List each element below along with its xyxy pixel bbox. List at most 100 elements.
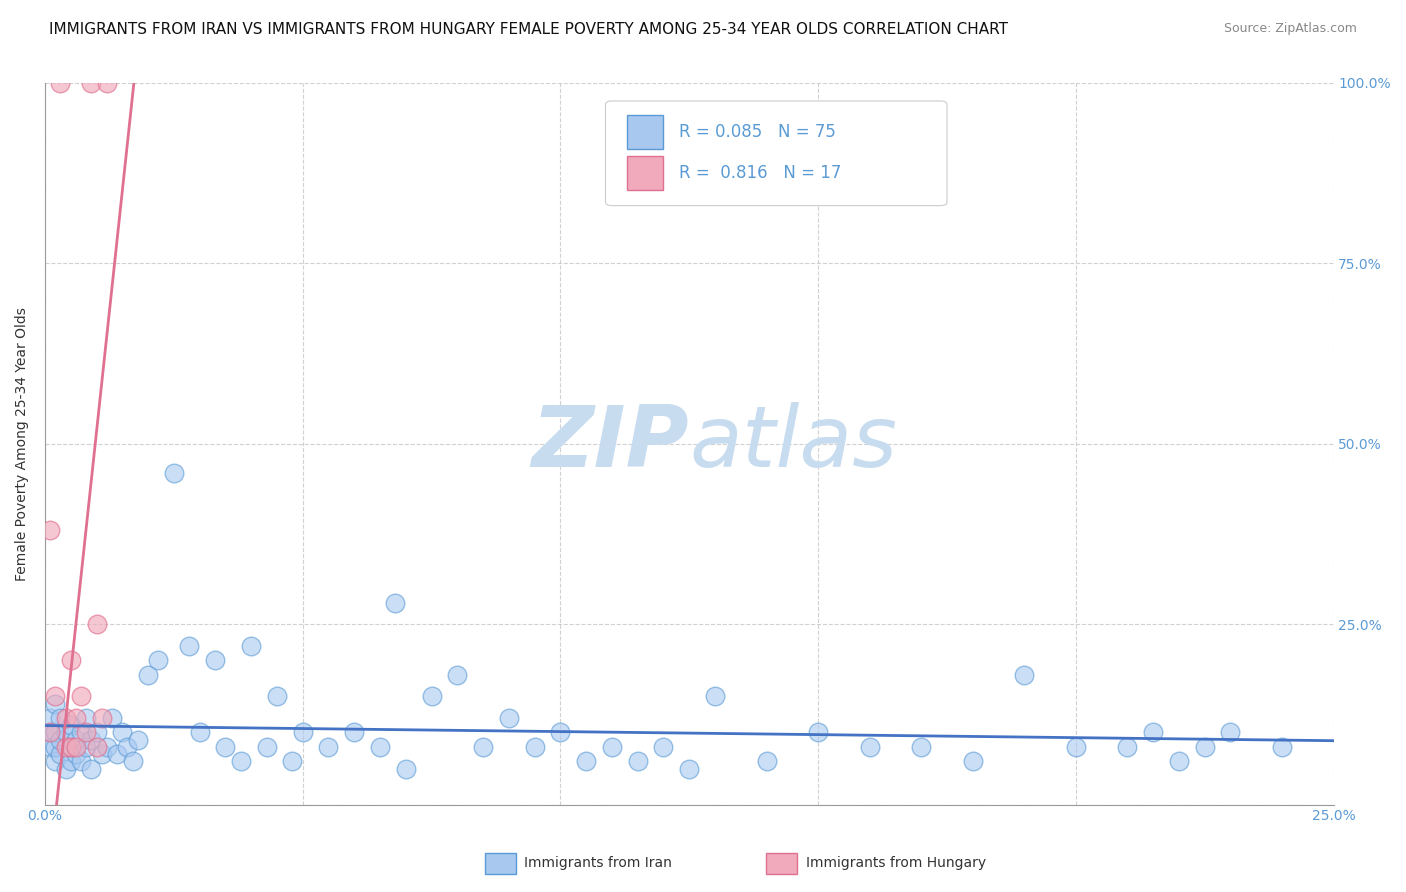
Point (55, 711, 77, 725)
Point (1064, 739, 1087, 754)
Point (55, 762, 77, 776)
FancyBboxPatch shape (627, 115, 664, 149)
Point (55, 725, 77, 739)
Point (49, 76, 72, 90)
Point (80, 762, 103, 776)
Point (111, 725, 134, 739)
Point (678, 762, 700, 776)
Point (59, 718, 82, 732)
Point (39, 725, 62, 739)
Point (80, 76, 103, 90)
Point (59, 739, 82, 754)
Point (575, 754, 598, 768)
Point (910, 739, 932, 754)
Point (44, 739, 66, 754)
Point (65, 732, 87, 747)
Point (204, 653, 226, 667)
Point (96, 739, 118, 754)
Point (550, 725, 572, 739)
Point (59, 653, 82, 667)
Point (44, 754, 66, 768)
Point (86, 725, 108, 739)
Point (807, 725, 830, 739)
Point (70, 754, 93, 768)
Point (80, 732, 103, 747)
Point (627, 754, 650, 768)
Point (70, 725, 93, 739)
Point (75, 725, 97, 739)
Point (49, 747, 72, 761)
Point (1142, 725, 1164, 739)
Point (859, 739, 882, 754)
Point (49, 711, 72, 725)
Point (291, 725, 314, 739)
Point (1116, 739, 1139, 754)
Y-axis label: Female Poverty Among 25-34 Year Olds: Female Poverty Among 25-34 Year Olds (15, 307, 30, 581)
FancyBboxPatch shape (627, 156, 664, 191)
Text: IMMIGRANTS FROM IRAN VS IMMIGRANTS FROM HUNGARY FEMALE POVERTY AMONG 25-34 YEAR : IMMIGRANTS FROM IRAN VS IMMIGRANTS FROM … (49, 22, 1008, 37)
Point (65, 747, 87, 761)
Point (1167, 754, 1189, 768)
Point (163, 466, 186, 480)
Point (105, 747, 128, 761)
Point (44, 690, 66, 704)
Point (188, 725, 211, 739)
Point (121, 754, 143, 768)
Point (229, 754, 252, 768)
Point (368, 739, 391, 754)
Point (1012, 667, 1035, 681)
Text: Immigrants from Iran: Immigrants from Iran (524, 856, 672, 871)
Point (49, 732, 72, 747)
Text: ZIP: ZIP (531, 402, 689, 485)
Point (1194, 739, 1216, 754)
Point (101, 711, 124, 725)
Point (39, 739, 62, 754)
Point (86, 739, 108, 754)
Point (90, 711, 112, 725)
Point (1271, 739, 1294, 754)
Point (136, 667, 159, 681)
Point (65, 711, 87, 725)
Point (652, 739, 675, 754)
Text: Source: ZipAtlas.com: Source: ZipAtlas.com (1223, 22, 1357, 36)
Point (384, 596, 406, 610)
Point (127, 732, 149, 747)
Point (75, 711, 97, 725)
Point (266, 690, 288, 704)
Point (70, 690, 93, 704)
Point (117, 739, 139, 754)
Point (44, 725, 66, 739)
Point (39, 711, 62, 725)
Text: atlas: atlas (689, 402, 897, 485)
Point (472, 739, 495, 754)
Point (96, 76, 118, 90)
Point (90, 747, 112, 761)
FancyBboxPatch shape (606, 101, 948, 206)
Text: Immigrants from Hungary: Immigrants from Hungary (806, 856, 986, 871)
Point (704, 690, 727, 704)
Point (318, 739, 340, 754)
Point (395, 762, 418, 776)
Point (179, 639, 201, 653)
Point (1219, 725, 1241, 739)
Point (256, 739, 278, 754)
Point (523, 739, 546, 754)
Point (214, 739, 236, 754)
Point (962, 754, 984, 768)
Text: R = 0.085   N = 75: R = 0.085 N = 75 (679, 123, 835, 141)
Point (39, 725, 62, 739)
Point (59, 754, 82, 768)
Point (498, 711, 520, 725)
Text: R =  0.816   N = 17: R = 0.816 N = 17 (679, 164, 841, 182)
Point (148, 653, 170, 667)
Point (600, 739, 623, 754)
Point (446, 667, 468, 681)
Point (86, 617, 108, 632)
Point (39, 524, 62, 538)
Point (59, 739, 82, 754)
Point (44, 697, 66, 711)
Point (343, 725, 366, 739)
Point (65, 739, 87, 754)
Point (420, 690, 443, 704)
Point (75, 739, 97, 754)
